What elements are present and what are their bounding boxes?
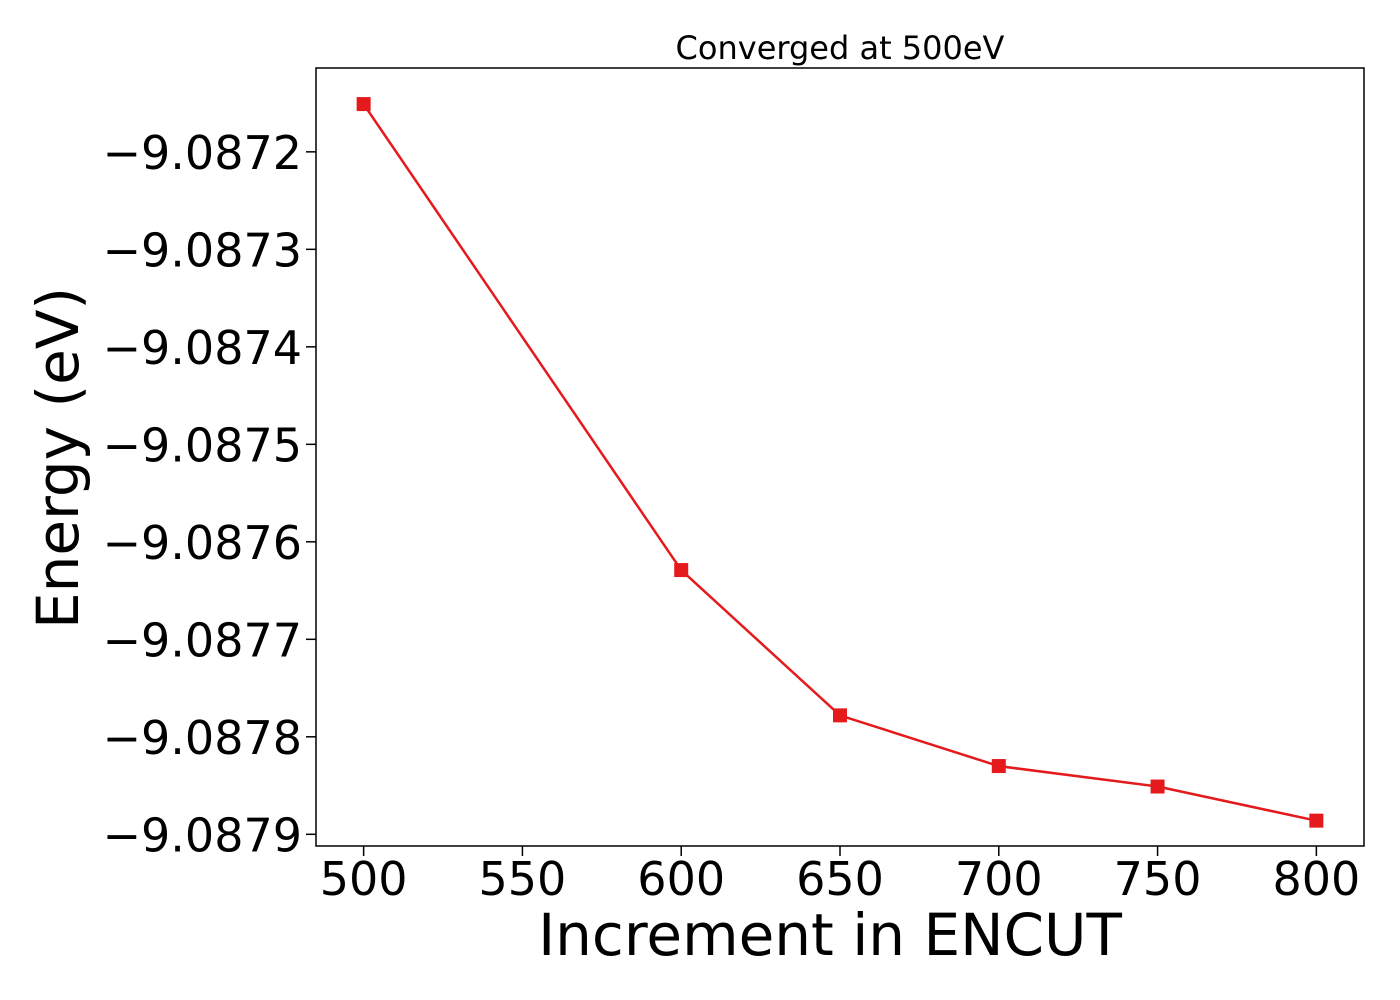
y-axis: −9.0872 −9.0873 −9.0874 −9.0875 −9.0876 −9.08… [103, 126, 316, 862]
x-tick-label: 500 [320, 852, 408, 906]
y-axis-label: Energy (eV) [24, 287, 92, 629]
data-point [1150, 779, 1165, 794]
x-tick-label: 550 [479, 852, 567, 906]
x-axis-label: Increment in ENCUT [538, 901, 1122, 969]
data-point [833, 708, 847, 723]
x-tick-label: 650 [796, 852, 884, 906]
data-point [1309, 813, 1324, 828]
y-tick-label: −9.0874 [103, 321, 303, 375]
data-point [991, 759, 1006, 774]
data-point [674, 563, 689, 578]
plot-area [315, 67, 1365, 847]
y-tick-label: −9.0872 [103, 126, 303, 180]
y-tick-label: −9.0879 [103, 808, 303, 862]
series-line [362, 103, 1317, 822]
x-tick-label: 750 [1114, 852, 1202, 906]
x-tick-label: 800 [1272, 852, 1360, 906]
y-tick-label: −9.0876 [103, 516, 303, 570]
data-point [356, 97, 371, 112]
y-tick-label: −9.0873 [103, 223, 303, 277]
y-tick-label: −9.0875 [103, 418, 303, 472]
chart-title: Converged at 500eV [676, 29, 1005, 67]
y-tick-label: −9.0878 [103, 711, 303, 765]
x-axis: 500 550 600 650 700 750 800 [320, 846, 1360, 906]
x-tick-label: 700 [955, 852, 1043, 906]
series-layer [356, 97, 1324, 828]
x-tick-label: 600 [637, 852, 725, 906]
y-tick-label: −9.0877 [103, 613, 303, 667]
